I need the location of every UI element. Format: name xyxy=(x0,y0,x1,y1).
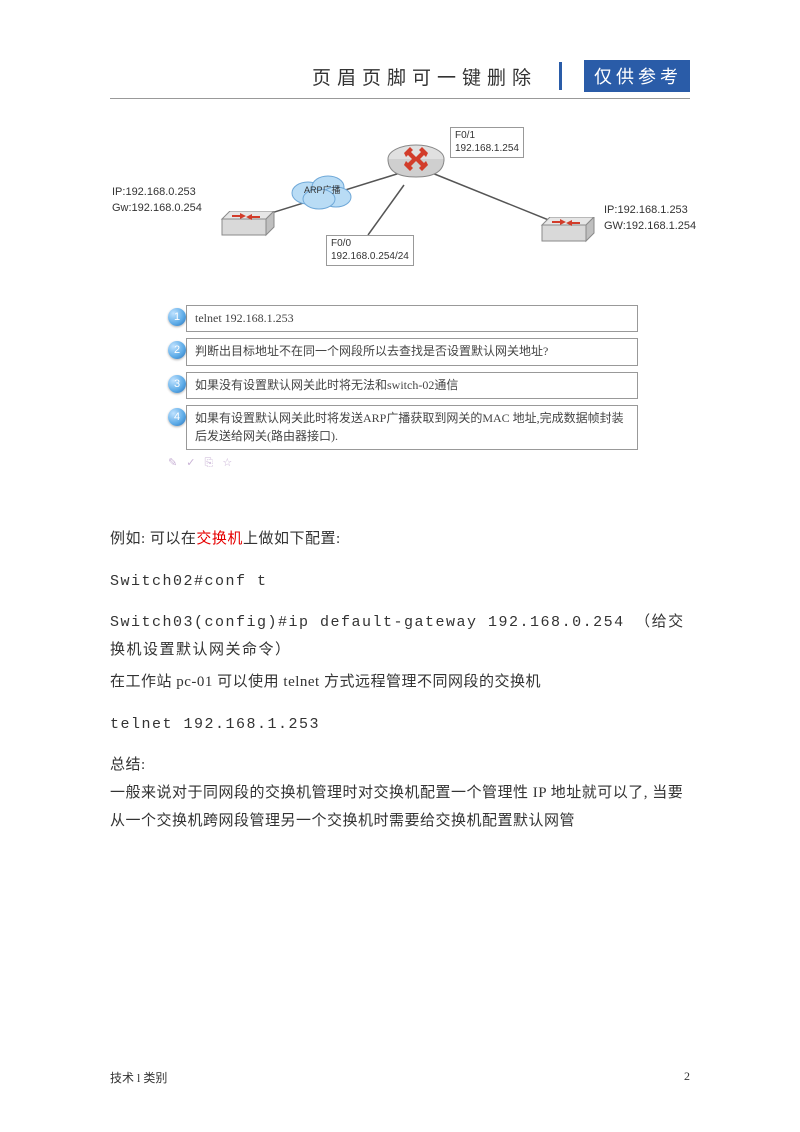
arp-cloud-label: ARP广播 xyxy=(304,185,341,197)
steps-list: 1 telnet 192.168.1.253 2 判断出目标地址不在同一个网段所… xyxy=(168,305,638,450)
if0-addr: 192.168.0.254/24 xyxy=(331,251,409,264)
switch-right-icon xyxy=(538,217,598,243)
header-badge: 仅供参考 xyxy=(584,60,690,92)
step-text: 如果没有设置默认网关此时将无法和switch-02通信 xyxy=(186,372,638,399)
step-number: 4 xyxy=(168,408,186,426)
summary-text: 一般来说对于同网段的交换机管理时对交换机配置一个管理性 IP 地址就可以了, 当… xyxy=(110,780,690,836)
footer: 技术 l 类别 2 xyxy=(110,1069,690,1086)
header-title: 页眉页脚可一键删除 xyxy=(312,63,537,90)
router-icon xyxy=(384,141,448,191)
header-separator xyxy=(559,62,562,90)
step-number: 2 xyxy=(168,341,186,359)
footer-left: 技术 l 类别 xyxy=(110,1069,167,1086)
step-number: 1 xyxy=(168,308,186,326)
step-row: 4 如果有设置默认网关此时将发送ARP广播获取到网关的MAC 地址,完成数据帧封… xyxy=(186,405,638,450)
if1-name: F0/1 xyxy=(455,130,519,143)
example-line: 例如: 可以在交换机上做如下配置: xyxy=(110,526,690,554)
interface-f00: F0/0 192.168.0.254/24 xyxy=(326,235,414,266)
step-row: 2 判断出目标地址不在同一个网段所以去查找是否设置默认网关地址? xyxy=(186,338,638,365)
step-text: 如果有设置默认网关此时将发送ARP广播获取到网关的MAC 地址,完成数据帧封装后… xyxy=(186,405,638,450)
toolbar-icons: ✎ ✓ ⎘ ☆ xyxy=(168,456,638,470)
step-row: 1 telnet 192.168.1.253 xyxy=(186,305,638,332)
step-number: 3 xyxy=(168,375,186,393)
header: 页眉页脚可一键删除 仅供参考 xyxy=(110,60,690,92)
summary-heading: 总结: xyxy=(110,752,690,780)
step-row: 3 如果没有设置默认网关此时将无法和switch-02通信 xyxy=(186,372,638,399)
note-line: 在工作站 pc-01 可以使用 telnet 方式远程管理不同网段的交换机 xyxy=(110,669,690,697)
if1-addr: 192.168.1.254 xyxy=(455,143,519,156)
topology: IP:192.168.0.253 Gw:192.168.0.254 xyxy=(168,127,638,287)
right-switch-ip: IP:192.168.1.253 xyxy=(604,203,688,217)
left-switch-gw: Gw:192.168.0.254 xyxy=(112,201,202,215)
network-diagram: IP:192.168.0.253 Gw:192.168.0.254 xyxy=(168,127,638,470)
step-text: 判断出目标地址不在同一个网段所以去查找是否设置默认网关地址? xyxy=(186,338,638,365)
if0-name: F0/0 xyxy=(331,238,409,251)
right-switch-gw: GW:192.168.1.254 xyxy=(604,219,696,233)
body-text: 例如: 可以在交换机上做如下配置: Switch02#conf t Switch… xyxy=(110,526,690,836)
step-text: telnet 192.168.1.253 xyxy=(186,305,638,332)
switch-left-icon xyxy=(218,211,278,237)
cmd-3: telnet 192.168.1.253 xyxy=(110,711,690,739)
left-switch-ip: IP:192.168.0.253 xyxy=(112,185,196,199)
cmd-1: Switch02#conf t xyxy=(110,568,690,596)
arp-cloud-icon: ARP广播 xyxy=(286,171,356,211)
cmd-2: Switch03(config)#ip default-gateway 192.… xyxy=(110,609,690,665)
highlight-switch: 交换机 xyxy=(196,531,243,547)
header-rule xyxy=(110,98,690,99)
footer-page: 2 xyxy=(684,1069,690,1086)
interface-f01: F0/1 192.168.1.254 xyxy=(450,127,524,158)
